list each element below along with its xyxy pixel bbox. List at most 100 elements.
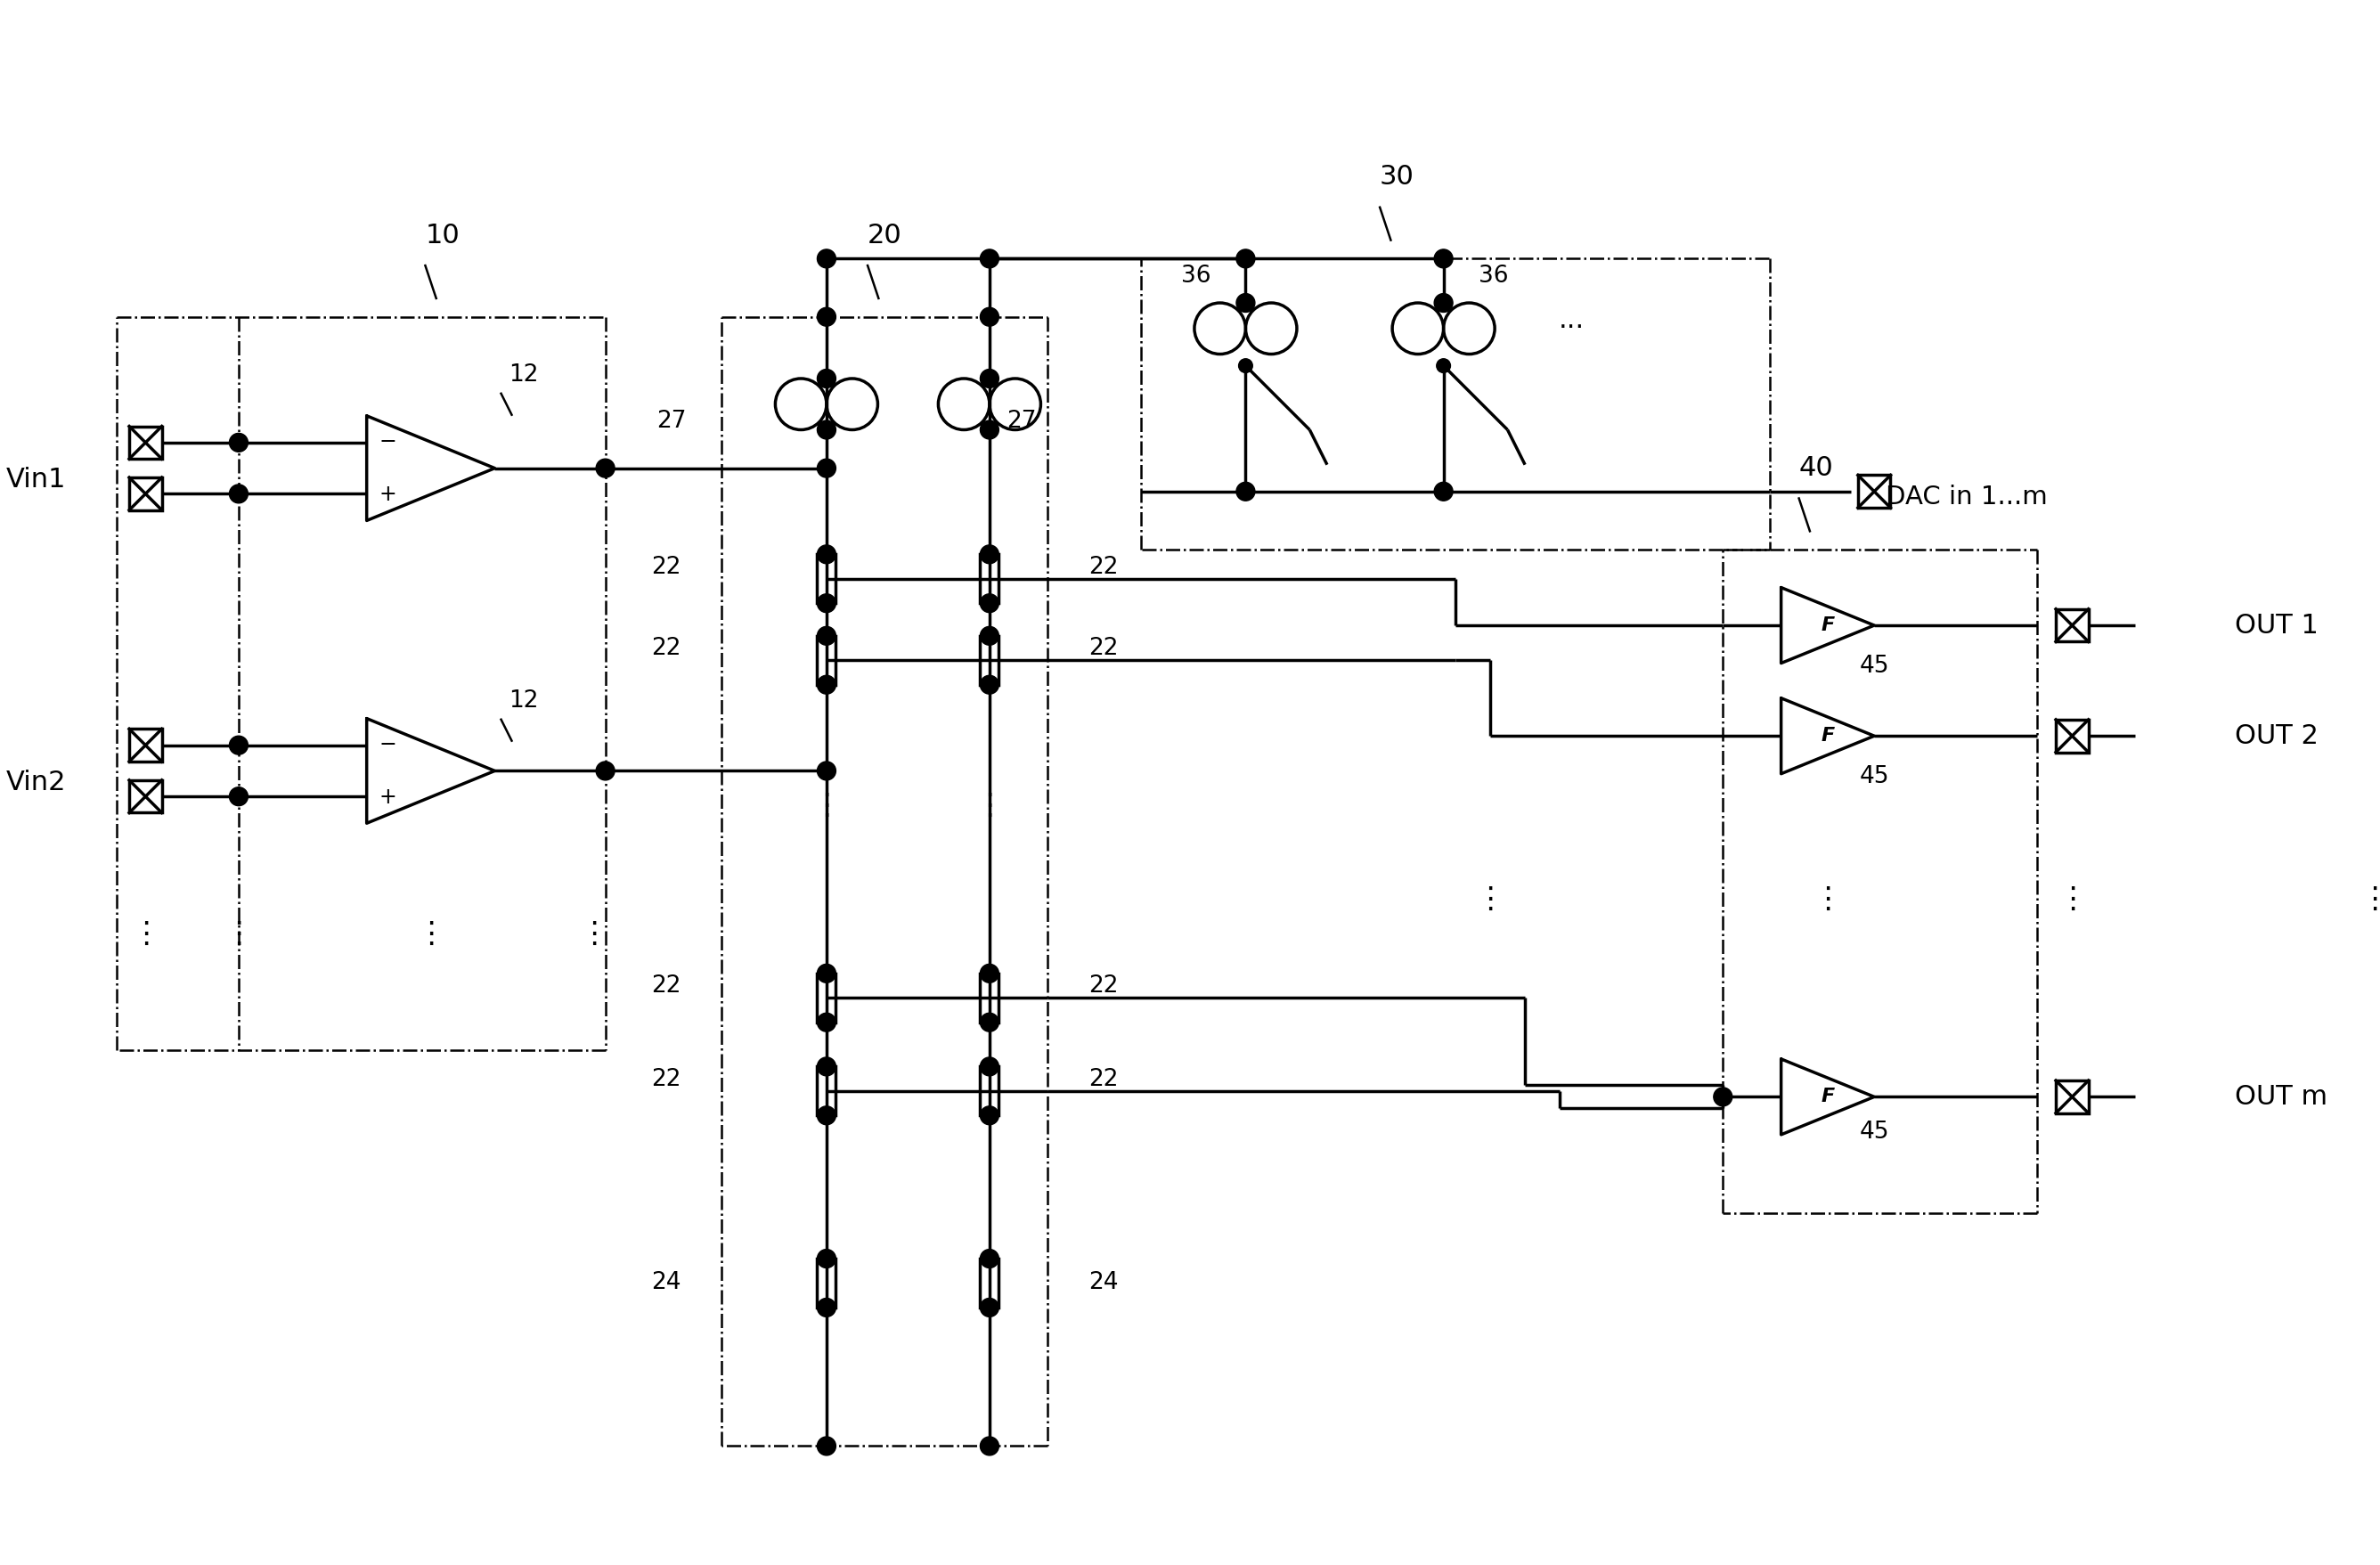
Text: 45: 45 [1859, 654, 1890, 678]
Bar [129, 781, 162, 812]
Circle shape [816, 1437, 835, 1455]
Circle shape [981, 545, 1000, 563]
Circle shape [981, 249, 1000, 268]
Circle shape [1438, 358, 1449, 372]
Text: ⋅⋅⋅: ⋅⋅⋅ [1559, 316, 1585, 341]
Text: 10: 10 [426, 222, 459, 249]
Text: ⋮: ⋮ [224, 919, 255, 948]
Circle shape [981, 1437, 1000, 1455]
Text: −: − [378, 432, 397, 452]
Circle shape [816, 421, 835, 440]
Text: Vin2: Vin2 [5, 770, 67, 795]
Text: ⋮: ⋮ [1476, 884, 1504, 914]
Bar [129, 729, 162, 762]
Text: ⋮: ⋮ [416, 919, 445, 948]
Circle shape [816, 593, 835, 612]
Circle shape [816, 626, 835, 645]
Circle shape [981, 369, 1000, 388]
Text: 22: 22 [1088, 556, 1119, 579]
Circle shape [816, 1299, 835, 1316]
Circle shape [1435, 294, 1452, 311]
Circle shape [981, 626, 1000, 645]
Circle shape [1235, 249, 1254, 268]
Text: F: F [1821, 1088, 1835, 1106]
Bar [2056, 1080, 2087, 1113]
Text: +: + [378, 484, 397, 505]
Text: ⋮: ⋮ [1814, 884, 1842, 914]
Bar [816, 1258, 835, 1307]
Bar [2056, 720, 2087, 753]
Circle shape [816, 1106, 835, 1125]
Text: +: + [378, 786, 397, 808]
Text: 27: 27 [1007, 410, 1038, 434]
Circle shape [1435, 482, 1452, 501]
Text: 22: 22 [652, 637, 681, 660]
Text: 22: 22 [1088, 975, 1119, 998]
Text: 12: 12 [509, 690, 538, 712]
Circle shape [981, 964, 1000, 983]
Text: 36: 36 [1180, 264, 1211, 288]
Circle shape [816, 459, 835, 477]
Text: Vin1: Vin1 [5, 466, 67, 493]
Circle shape [816, 545, 835, 563]
Circle shape [228, 736, 248, 754]
Circle shape [1235, 482, 1254, 501]
Bar [816, 973, 835, 1022]
Circle shape [1714, 1088, 1733, 1106]
Text: F: F [1821, 728, 1835, 745]
Circle shape [981, 676, 1000, 693]
Circle shape [981, 1013, 1000, 1031]
Bar [981, 1066, 1000, 1116]
Bar [981, 973, 1000, 1022]
Text: 22: 22 [1088, 1067, 1119, 1091]
Text: 36: 36 [1478, 264, 1509, 288]
Circle shape [816, 308, 835, 326]
Circle shape [1435, 249, 1452, 268]
Text: ⋮: ⋮ [812, 790, 843, 820]
Text: 24: 24 [1088, 1271, 1119, 1294]
Bar [1859, 476, 1890, 507]
Bar [816, 1066, 835, 1116]
Bar [816, 554, 835, 603]
Bar [2056, 609, 2087, 642]
Circle shape [595, 762, 614, 781]
Bar [981, 635, 1000, 685]
Circle shape [816, 369, 835, 388]
Text: F: F [1821, 617, 1835, 634]
Circle shape [981, 1106, 1000, 1125]
Text: 22: 22 [1088, 637, 1119, 660]
Circle shape [1238, 358, 1252, 372]
Circle shape [816, 676, 835, 693]
Text: 45: 45 [1859, 1121, 1890, 1144]
Text: ⋮: ⋮ [578, 919, 609, 948]
Text: 45: 45 [1859, 765, 1890, 789]
Text: 22: 22 [652, 975, 681, 998]
Circle shape [1235, 294, 1254, 311]
Text: 40: 40 [1799, 455, 1833, 480]
Text: 24: 24 [652, 1271, 681, 1294]
Circle shape [981, 593, 1000, 612]
Text: 27: 27 [657, 410, 688, 434]
Circle shape [228, 434, 248, 452]
Circle shape [816, 1013, 835, 1031]
Bar [981, 554, 1000, 603]
Circle shape [981, 308, 1000, 326]
Text: 22: 22 [652, 1067, 681, 1091]
Text: 12: 12 [509, 363, 538, 387]
Text: DAC in 1...m: DAC in 1...m [1885, 485, 2047, 510]
Text: 30: 30 [1380, 164, 1414, 189]
Circle shape [228, 485, 248, 502]
Circle shape [981, 1299, 1000, 1316]
Text: 22: 22 [652, 556, 681, 579]
Circle shape [816, 1249, 835, 1268]
Text: OUT m: OUT m [2235, 1085, 2328, 1110]
Bar [129, 477, 162, 510]
Text: 20: 20 [866, 222, 902, 249]
Text: OUT 1: OUT 1 [2235, 612, 2318, 639]
Circle shape [595, 459, 614, 477]
Circle shape [816, 1058, 835, 1075]
Text: ⋮: ⋮ [976, 790, 1004, 820]
Text: ⋮: ⋮ [2056, 884, 2087, 914]
Circle shape [816, 964, 835, 983]
Circle shape [816, 762, 835, 781]
